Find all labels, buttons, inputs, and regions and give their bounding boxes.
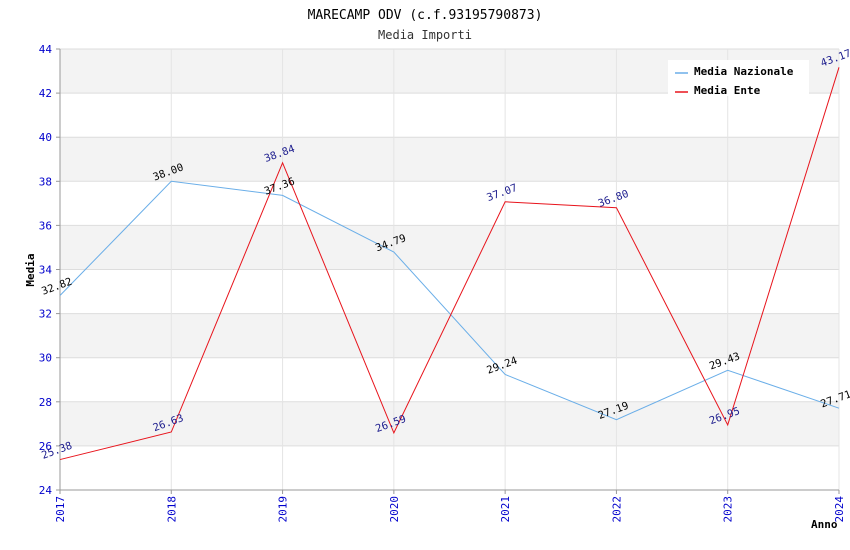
y-tick-label: 24 <box>39 484 53 497</box>
y-tick-label: 44 <box>39 43 53 56</box>
x-tick-label: 2020 <box>388 496 401 523</box>
y-tick-label: 38 <box>39 175 52 188</box>
axes <box>56 48 840 494</box>
grid-band <box>60 401 839 446</box>
series-lines <box>59 67 840 461</box>
grid-band <box>60 225 839 270</box>
data-label-media-nazionale: 32.82 <box>40 276 74 298</box>
y-tick-label: 34 <box>39 264 53 277</box>
legend: Media Nazionale Media Ente <box>668 60 809 97</box>
y-tick-label: 30 <box>39 352 52 365</box>
grid-band <box>60 137 839 182</box>
x-tick-labels: 2017 2018 2019 2020 2021 2022 2023 2024 <box>54 496 846 523</box>
y-tick-label: 40 <box>39 131 52 144</box>
y-tick-label: 36 <box>39 219 52 232</box>
legend-label-media-nazionale: Media Nazionale <box>694 65 794 78</box>
x-axis-label: Anno <box>811 518 838 531</box>
grid-bands <box>60 49 839 446</box>
y-axis-label: Media <box>24 253 37 286</box>
x-tick-label: 2017 <box>54 496 67 523</box>
y-tick-label: 26 <box>39 440 52 453</box>
x-tick-label: 2018 <box>165 496 178 523</box>
x-tick-label: 2022 <box>610 496 623 523</box>
x-tick-label: 2021 <box>499 496 512 523</box>
x-tick-label: 2019 <box>277 496 290 523</box>
series-line-media-nazionale <box>59 180 840 421</box>
x-tick-label: 2023 <box>722 496 735 523</box>
y-tick-labels: 24 26 28 30 32 34 36 38 40 42 44 <box>39 43 53 497</box>
grid-band <box>60 313 839 358</box>
y-tick-label: 32 <box>39 308 52 321</box>
legend-label-media-ente: Media Ente <box>694 84 761 97</box>
chart-title: MARECAMP ODV (c.f.93195790873) <box>308 8 543 23</box>
chart-subtitle: Media Importi <box>378 28 472 42</box>
y-tick-label: 42 <box>39 87 52 100</box>
legend-box <box>668 60 809 96</box>
data-label-media-ente: 37.07 <box>485 182 519 204</box>
y-tick-label: 28 <box>39 396 52 409</box>
x-tick-label: 2024 <box>833 496 846 523</box>
series-line-media-ente <box>59 67 840 461</box>
data-label-media-ente: 36.80 <box>596 188 630 210</box>
